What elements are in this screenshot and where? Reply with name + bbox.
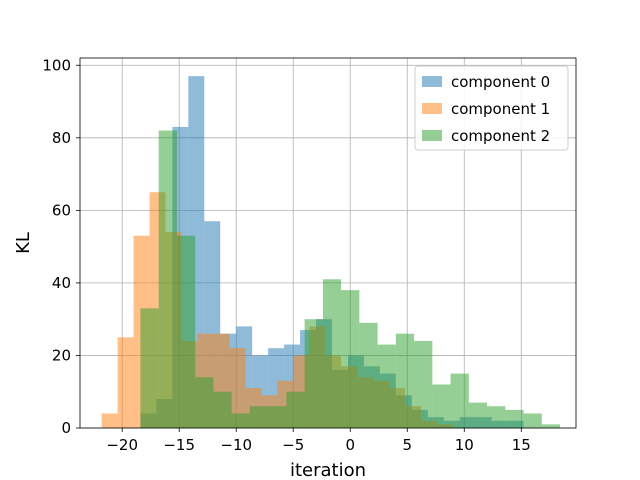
x-tick-label: −10 [220, 436, 252, 454]
histogram-bar-component-2 [432, 384, 451, 428]
histogram-bar-component-1 [101, 413, 118, 428]
histogram-bar-component-2 [414, 340, 433, 428]
legend-label: component 0 [451, 73, 550, 91]
plot-frame [79, 57, 577, 429]
y-tick-label: 80 [52, 129, 71, 147]
histogram-bar-component-2 [359, 322, 378, 428]
x-tick-label: −15 [163, 436, 195, 454]
x-tick-label: 5 [402, 436, 412, 454]
histogram-bar-component-2 [268, 406, 287, 428]
histogram-bar-component-2 [541, 424, 561, 428]
ticks-layer: −20 −15 −10 −5 0 5 10 15 0 20 40 60 80 100 [42, 56, 530, 454]
y-axis-label: KL [13, 232, 34, 254]
y-tick-label: 60 [52, 201, 71, 219]
histogram-bar-component-2 [395, 333, 415, 428]
y-tick-label: 20 [52, 346, 71, 364]
histogram-bar-component-2 [249, 406, 269, 428]
histogram-bar-component-1 [229, 348, 246, 428]
legend-label: component 1 [451, 100, 550, 118]
histogram-bar-component-2 [377, 344, 396, 428]
histogram-bar-component-2 [523, 413, 542, 428]
x-tick-label: 15 [512, 436, 531, 454]
y-tick-label: 0 [61, 419, 71, 437]
histogram-bar-component-2 [140, 308, 159, 428]
histogram-bar-component-2 [231, 413, 250, 428]
x-tick-label: 10 [455, 436, 474, 454]
legend: component 0 component 1 component 2 [414, 65, 569, 151]
histogram-bar-component-2 [450, 373, 469, 428]
histogram-bar-component-2 [505, 409, 524, 428]
histogram-bar-component-2 [322, 279, 342, 428]
legend-label: component 2 [451, 127, 550, 145]
histogram-bar-component-2 [286, 391, 305, 428]
histogram-bar-component-2 [213, 391, 232, 428]
legend-swatch [422, 76, 442, 87]
y-tick-label: 100 [42, 56, 71, 74]
histogram-bar-component-2 [341, 290, 360, 428]
bars-layer [101, 76, 561, 429]
histogram-bar-component-2 [176, 235, 196, 428]
histogram-bar-component-2 [195, 377, 214, 428]
histogram-bar-component-1 [117, 337, 134, 428]
x-tick-label: −20 [106, 436, 138, 454]
legend-swatch [422, 103, 442, 114]
legend-swatch [422, 130, 442, 141]
x-tick-label: 0 [345, 436, 355, 454]
histogram-bar-component-2 [468, 402, 488, 428]
legend-frame [414, 65, 569, 151]
histogram-bar-component-2 [304, 319, 323, 428]
x-axis-label: iteration [290, 460, 366, 480]
y-tick-label: 40 [52, 274, 71, 292]
histogram-bar-component-2 [158, 130, 177, 429]
histogram-bar-component-2 [487, 406, 506, 428]
x-tick-label: −5 [282, 436, 304, 454]
